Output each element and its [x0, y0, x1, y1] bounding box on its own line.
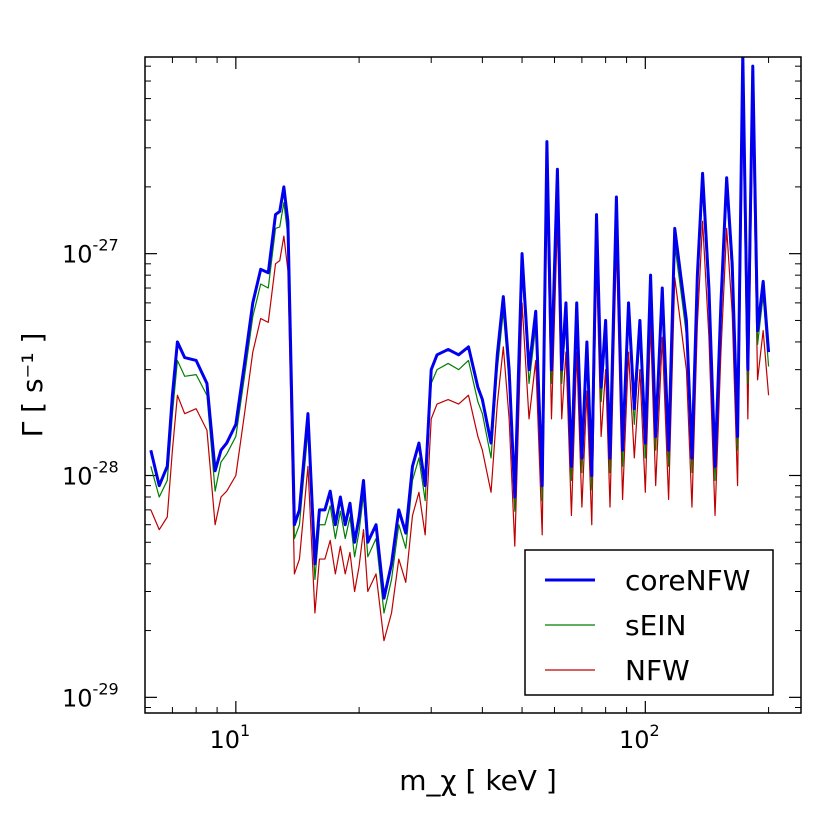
- y-axis-label: Γ [ s⁻¹ ]: [16, 333, 49, 438]
- x-tick-label: 102: [619, 721, 660, 754]
- series-layer: [149, 57, 771, 642]
- plot-frame: [144, 56, 802, 714]
- legend-label-nfw: NFW: [625, 654, 690, 687]
- y-tick-labels: 10-29 10-28 10-27: [62, 236, 119, 713]
- legend: coreNFW sEIN NFW: [524, 549, 774, 696]
- y-tick-label: 10-27: [62, 236, 119, 269]
- y-tick-label: 10-28: [62, 458, 119, 491]
- legend-box: [524, 549, 774, 696]
- x-tick-labels: 101 102: [209, 721, 659, 754]
- x-axis-label: m_χ [ keV ]: [399, 764, 557, 797]
- series-line-corenfw: [149, 57, 771, 600]
- legend-label-sein: sEIN: [625, 609, 686, 642]
- y-tick-label: 10-29: [62, 679, 119, 712]
- legend-label-corenfw: coreNFW: [625, 564, 750, 597]
- series-line-nfw: [150, 101, 770, 642]
- series-line-sein: [150, 66, 770, 614]
- ticks: [144, 57, 801, 713]
- x-tick-label: 101: [209, 721, 250, 754]
